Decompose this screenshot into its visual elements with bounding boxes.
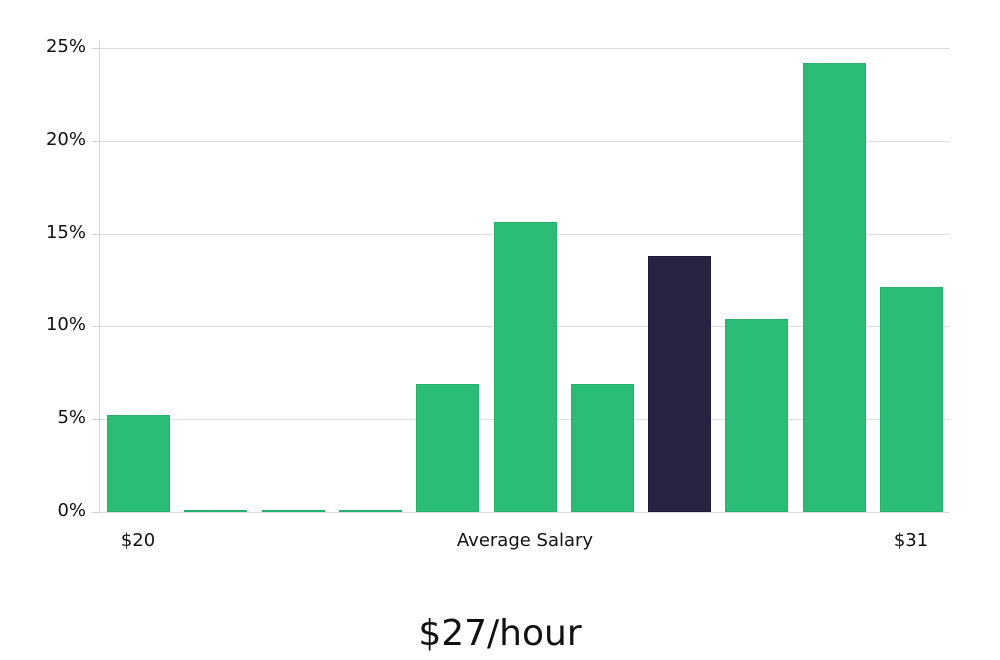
histogram-bar [416, 383, 479, 512]
x-axis-title: Average Salary [456, 530, 594, 551]
histogram-bar [184, 510, 247, 513]
y-tick-mark [92, 326, 100, 327]
y-tick-mark [92, 419, 100, 420]
histogram-bar [571, 383, 634, 512]
x-label-max: $31 [893, 530, 929, 551]
histogram-bar [803, 62, 866, 512]
y-tick-label: 5% [57, 407, 86, 428]
y-tick-label: 20% [45, 129, 86, 150]
histogram-bar [880, 287, 943, 512]
histogram-bar [107, 415, 170, 512]
y-tick-label: 15% [45, 222, 86, 243]
y-tick-label: 0% [57, 500, 86, 521]
y-tick-label: 25% [45, 36, 86, 57]
histogram-bar-highlighted [648, 255, 711, 512]
gridline [100, 48, 950, 49]
y-tick-mark [92, 512, 100, 513]
y-tick-mark [92, 48, 100, 49]
y-tick-label: 10% [45, 314, 86, 335]
x-label-min: $20 [120, 530, 156, 551]
histogram-bar [339, 510, 402, 513]
y-tick-mark [92, 141, 100, 142]
average-salary-headline: $27/hour [418, 613, 582, 654]
gridline [100, 141, 950, 142]
histogram-bar [494, 222, 557, 512]
histogram-bar [262, 510, 325, 513]
y-tick-mark [92, 234, 100, 235]
histogram-bar [725, 318, 788, 512]
gridline [100, 512, 950, 513]
y-axis-line [99, 40, 100, 513]
